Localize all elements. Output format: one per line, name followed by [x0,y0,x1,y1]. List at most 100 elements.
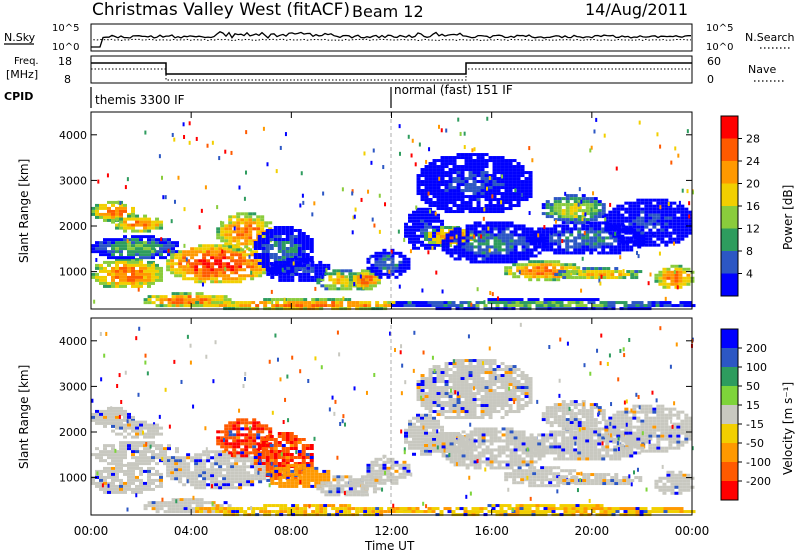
echo-cell [211,510,216,514]
echo-cell [198,465,203,469]
echo-cell [424,222,429,226]
echo-cell [282,272,287,276]
echo-cell [516,198,521,202]
echo-cell [348,287,353,291]
echo-cell [123,238,127,242]
echo-cell [447,304,452,308]
echo-cell [281,444,286,448]
echo-cell [222,483,227,487]
echo-cell [259,507,264,511]
echo-cell [488,195,493,199]
echo-cell [631,304,636,308]
echo-cell [391,301,396,305]
echo-cell [553,212,558,216]
echo-cell [412,452,417,456]
echo-cell [99,450,103,454]
echo-cell [561,215,566,219]
echo-cell [182,474,187,478]
echo-cell [281,447,286,451]
echo-cell [432,165,437,169]
echo-cell [222,250,227,254]
echo-cell [194,247,199,251]
echo-cell [585,230,590,234]
echo-cell [624,210,629,214]
echo-cell [222,247,227,251]
echo-cell [497,242,502,246]
echo-cell [394,463,399,467]
echo-cell [382,460,387,464]
echo-cell [541,203,546,207]
echo-cell [676,234,681,238]
echo-cell [416,174,421,178]
echo-cell [688,231,693,235]
echo-cell [248,442,253,446]
echo-cell [424,168,429,172]
echo-cell [578,270,583,274]
echo-cell [626,270,631,274]
echo-cell [250,480,255,484]
echo-cell [236,227,241,231]
echo-cell [378,272,383,276]
echo-speckle [367,189,370,194]
echo-cell [99,469,103,473]
echo-cell [269,465,274,469]
echo-cell [195,504,200,508]
echo-cell [103,459,107,463]
echo-cell [597,251,602,255]
echo-cell [533,230,538,234]
echo-cell [512,171,517,175]
echo-cell [301,462,306,466]
echo-cell [202,462,207,466]
echo-cell [664,222,669,226]
echo-cell [244,451,249,455]
echo-cell [472,180,477,184]
echo-cell [257,468,262,472]
echo-cell [535,298,540,302]
colorbar-segment [721,228,738,252]
echo-cell [686,267,691,271]
echo-cell [476,201,481,205]
echo-cell [119,284,123,288]
echo-cell [597,224,602,228]
echo-cell [139,429,144,433]
echo-cell [151,250,155,254]
echo-cell [252,448,257,452]
echo-cell [664,216,669,220]
echo-cell [246,459,251,463]
echo-cell [517,227,522,231]
echo-cell [424,195,429,199]
echo-cell [143,441,147,445]
echo-cell [633,236,638,240]
echo-cell [528,195,533,199]
echo-cell [565,224,570,228]
echo-cell [103,421,107,425]
echo-cell [242,468,247,472]
echo-cell [182,459,187,463]
echo-cell [545,236,550,240]
echo-cell [556,269,561,273]
echo-cell [290,275,295,279]
echo-cell [228,421,233,425]
echo-cell [607,301,612,305]
echo-cell [119,278,123,282]
echo-cell [605,251,610,255]
echo-cell [374,269,379,273]
echo-cell [194,459,199,463]
echo-cell [528,263,533,267]
echo-cell [428,235,433,239]
echo-cell [412,225,417,229]
echo-cell [228,236,233,240]
echo-cell [390,260,395,264]
echo-cell [264,424,269,428]
echo-cell [95,415,99,419]
echo-cell [589,206,594,210]
echo-cell [420,431,425,435]
echo-cell [202,247,207,251]
echo-cell [242,250,247,254]
power-ylabel: Slant Range [km] [17,159,31,263]
echo-cell [127,238,131,242]
echo-cell [155,226,160,230]
echo-cell [167,447,171,451]
echo-cell [267,510,272,514]
echo-cell [91,247,95,251]
